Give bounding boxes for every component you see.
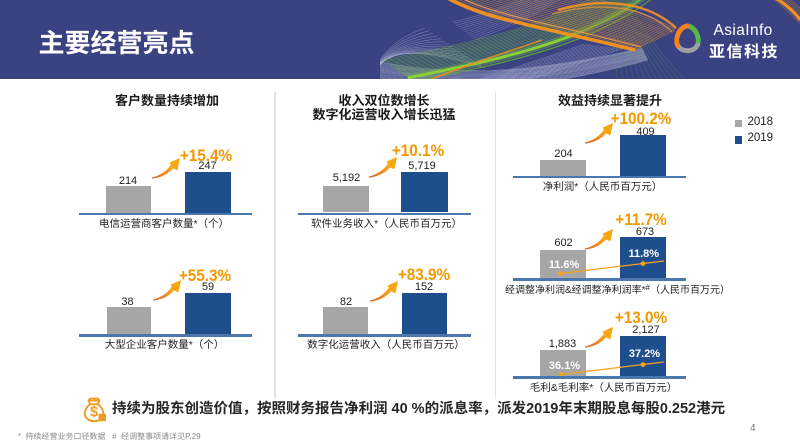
- svg-text:$: $: [90, 404, 98, 420]
